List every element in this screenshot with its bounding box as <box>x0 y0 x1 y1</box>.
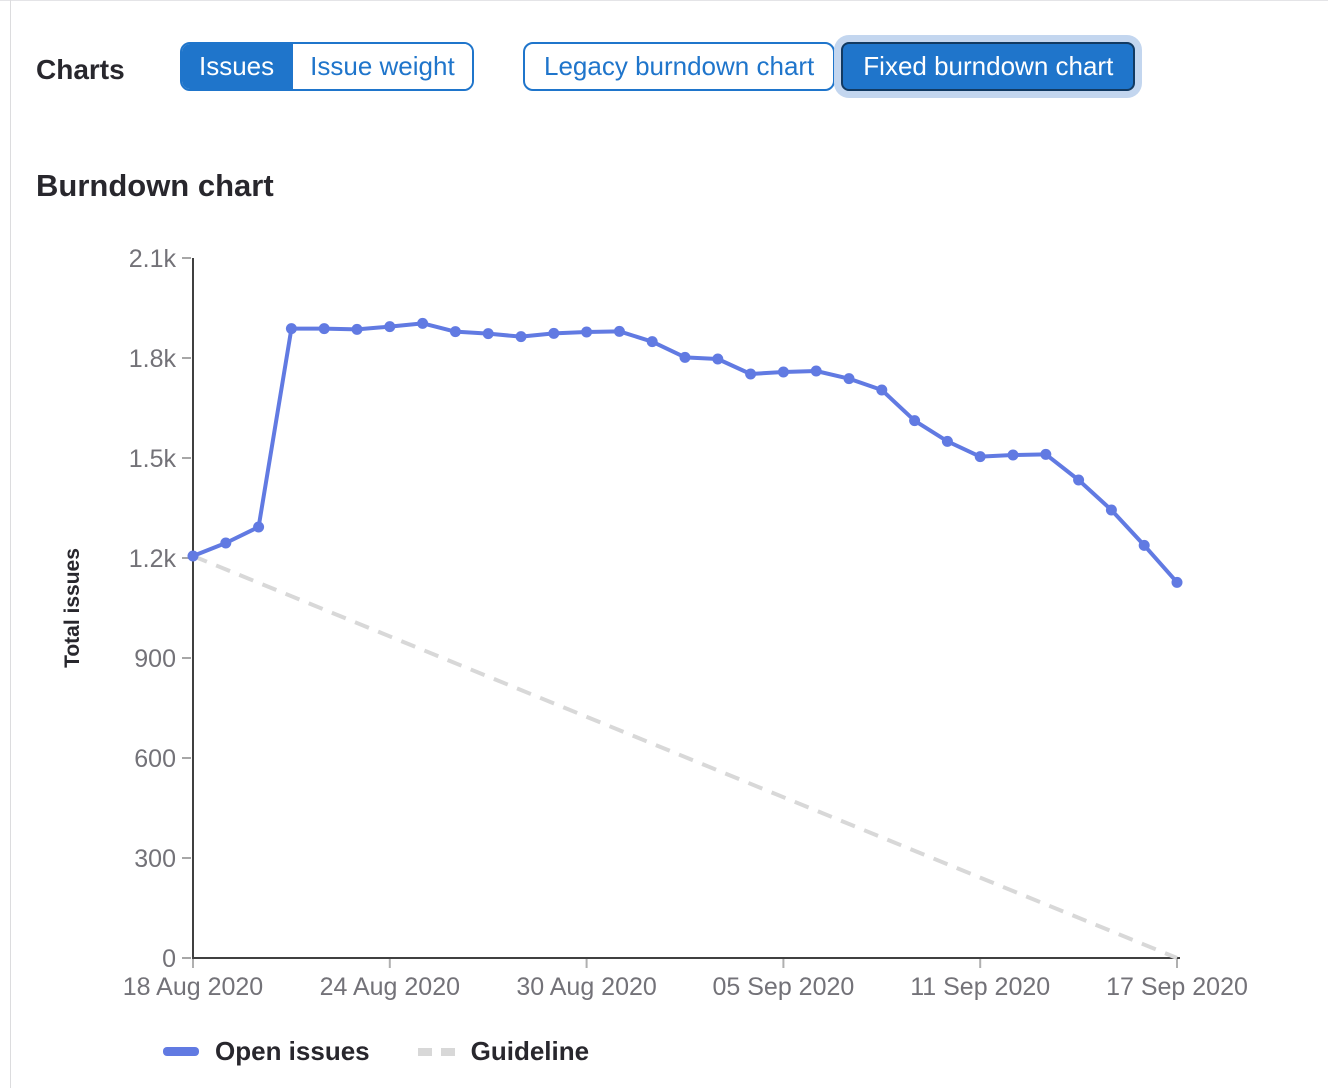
y-tick-label: 0 <box>162 945 176 973</box>
x-tick-label: 11 Sep 2020 <box>910 973 1050 1001</box>
open-issues-point <box>613 325 625 337</box>
open-issues-point <box>1105 504 1117 516</box>
x-tick-label: 17 Sep 2020 <box>1106 973 1248 1001</box>
open-issues-point <box>1138 539 1150 551</box>
open-issues-point <box>810 365 822 377</box>
legend-open-issues-label: Open issues <box>215 1036 370 1066</box>
open-issues-point <box>581 326 593 338</box>
open-issues-point <box>777 366 789 378</box>
legend-item-guideline: Guideline <box>417 1036 590 1067</box>
x-tick-label: 24 Aug 2020 <box>320 973 460 1001</box>
open-issues-point <box>679 351 691 363</box>
open-issues-point <box>482 328 494 340</box>
open-issues-swatch-icon <box>163 1047 199 1056</box>
x-tick-label: 05 Sep 2020 <box>713 973 855 1001</box>
open-issues-point <box>253 521 265 533</box>
open-issues-point <box>515 331 527 343</box>
x-tick-label: 30 Aug 2020 <box>516 973 656 1001</box>
left-divider <box>10 0 11 1088</box>
y-tick-label: 1.5k <box>129 445 177 473</box>
open-issues-point <box>941 435 953 447</box>
open-issues-point <box>1007 449 1019 461</box>
open-issues-point <box>187 550 199 562</box>
legend-guideline-label: Guideline <box>470 1036 590 1066</box>
open-issues-point <box>417 317 429 329</box>
chart-legend: Open issues Guideline <box>163 1036 589 1067</box>
y-tick-label: 2.1k <box>129 245 177 273</box>
chart-title: Burndown chart <box>36 168 274 203</box>
open-issues-point <box>974 451 986 463</box>
chart-type-toggle-group: Legacy burndown chart Fixed burndown cha… <box>523 42 1136 91</box>
open-issues-point <box>843 373 855 385</box>
y-tick-label: 600 <box>134 745 176 773</box>
top-divider <box>0 0 1328 1</box>
open-issues-point <box>285 323 297 335</box>
open-issues-point <box>646 336 658 348</box>
open-issues-point <box>1040 448 1052 460</box>
axis-lines <box>192 258 1180 959</box>
legacy-burndown-chart-button[interactable]: Legacy burndown chart <box>523 42 836 91</box>
guideline-swatch-icon <box>417 1047 455 1056</box>
y-tick-label: 1.2k <box>129 545 177 573</box>
y-tick-label: 1.8k <box>129 345 177 373</box>
charts-label: Charts <box>36 54 125 85</box>
burndown-chart-plot: 0 300 600 900 1.2k 1.5k 1.8k 2.1k 18 Aug 2020 24 … <box>61 245 1248 1001</box>
issue-metric-toggle-group: Issues Issue weight <box>180 42 474 91</box>
open-issues-point <box>318 323 330 335</box>
open-issues-point <box>909 415 921 427</box>
open-issues-point <box>384 321 396 333</box>
y-tick-label: 900 <box>134 645 176 673</box>
y-axis-title: Total issues <box>61 548 84 668</box>
open-issues-point <box>449 326 461 338</box>
open-issues-point <box>220 537 232 549</box>
y-tick-label: 300 <box>134 845 176 873</box>
open-issues-point <box>1171 576 1183 588</box>
open-issues-point <box>745 368 757 380</box>
open-issues-point <box>1073 474 1085 486</box>
fixed-burndown-chart-button[interactable]: Fixed burndown chart <box>841 42 1136 91</box>
open-issues-point <box>712 353 724 365</box>
legend-item-open-issues: Open issues <box>163 1036 370 1067</box>
open-issues-point <box>548 327 560 339</box>
open-issues-point <box>876 384 888 396</box>
guideline-line <box>192 554 1178 960</box>
open-issues-point <box>351 323 363 335</box>
x-tick-label: 18 Aug 2020 <box>123 973 263 1001</box>
toggle-issue-weight-button[interactable]: Issue weight <box>291 44 472 89</box>
toggle-issues-button[interactable]: Issues <box>182 44 292 89</box>
